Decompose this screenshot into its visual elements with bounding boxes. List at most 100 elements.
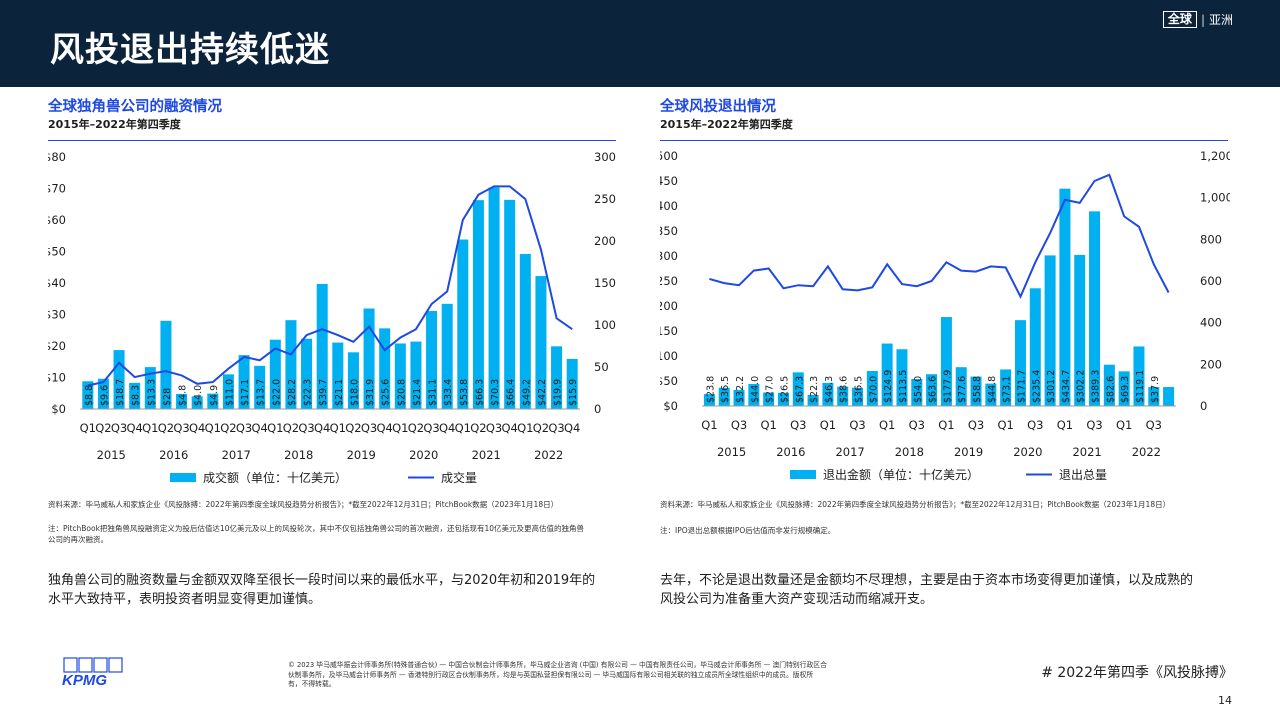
bar [777, 392, 789, 406]
data-label: $177.9 [942, 370, 953, 403]
data-label: $44.0 [750, 376, 761, 403]
x-tick-label: Q1 [938, 418, 954, 432]
data-label: $22.3 [809, 376, 820, 403]
year-label: 2016 [159, 448, 188, 462]
x-tick-label: Q3 [1027, 418, 1043, 432]
data-label: $31.1 [428, 379, 439, 406]
left-description: 独角兽公司的融资数量与金额双双降至很长一段时间以来的最低水平，与2020年初和2… [48, 571, 618, 609]
data-label: $36.5 [720, 376, 731, 403]
copyright-line: 伙制事务所，及毕马威会计师事务所 — 香港特别行政区合伙制事务所，均是与英国私营… [288, 670, 814, 679]
data-label: $171.7 [1016, 370, 1027, 403]
year-label: 2015 [717, 445, 746, 459]
bar [504, 199, 516, 409]
data-label: $434.7 [1061, 370, 1072, 403]
bar [1029, 288, 1041, 406]
legend-bar-swatch [790, 470, 816, 479]
x-tick-label: Q1 [267, 421, 283, 435]
bar [1163, 387, 1175, 406]
x-tick-label: Q2 [283, 421, 299, 435]
x-tick-label: Q4 [314, 421, 330, 435]
y-left-tick-label: $400 [660, 199, 678, 213]
bar [748, 384, 760, 406]
bar [97, 378, 109, 409]
data-label: $58.8 [972, 376, 983, 403]
bar [1014, 320, 1026, 406]
left-source: 资料来源：毕马威私人和家族企业《风投脉搏：2022年第四季度全球风投趋势分析报告… [48, 500, 559, 509]
x-tick-label: Q1 [701, 418, 717, 432]
bar [347, 352, 359, 409]
data-label: $113.5 [898, 370, 909, 403]
year-label: 2018 [895, 445, 924, 459]
data-label: $53.8 [459, 379, 470, 406]
bar [970, 376, 982, 406]
x-tick-label: Q3 [111, 421, 127, 435]
data-label: $23.8 [705, 376, 716, 403]
bar [441, 303, 453, 409]
data-label: $28 [162, 388, 173, 406]
chart-subtitle: 2015年–2022年第四季度 [48, 118, 181, 131]
bar [316, 283, 328, 409]
x-tick-label: Q1 [392, 421, 408, 435]
year-label: 2020 [409, 448, 438, 462]
page-title: 风投退出持续低迷 [50, 30, 330, 70]
y-left-tick-label: $300 [660, 249, 678, 263]
year-label: 2020 [1013, 445, 1042, 459]
bar [285, 320, 297, 409]
data-label: $19.9 [553, 379, 564, 406]
kpmg-logo: KPMG [62, 657, 123, 687]
bar [733, 389, 745, 406]
vc-exit-chart: $0 $50 $100 $150 $200 $250 $300 $350 $400 $450 $50… [660, 149, 1230, 482]
year-label: 2022 [1132, 445, 1161, 459]
data-label: $33.4 [443, 379, 454, 406]
logo-text: KPMG [62, 672, 107, 687]
data-label: $77.6 [957, 376, 968, 403]
region-tag: 全球 | 亚洲 [1162, 11, 1233, 28]
x-tick-label: Q1 [517, 421, 533, 435]
data-label: $22.0 [271, 379, 282, 406]
x-tick-label: Q2 [220, 421, 236, 435]
data-label: $38.6 [839, 376, 850, 403]
x-tick-label: Q1 [760, 418, 776, 432]
page-number: 14 [1218, 694, 1232, 707]
y-right-tick-label: 0 [1200, 399, 1207, 413]
bar [82, 381, 94, 409]
y-left-tick-label: $450 [660, 174, 678, 188]
data-label: $25.6 [381, 379, 392, 406]
data-label: $8.3 [131, 385, 142, 406]
right-description: 去年，不论是退出数量还是金额均不尽理想，主要是由于资本市场变得更加谨慎，以及成熟… [660, 571, 1230, 609]
bar [718, 387, 730, 406]
x-tick-label: Q2 [470, 421, 486, 435]
data-label: $27.0 [765, 376, 776, 403]
data-label: $26.5 [779, 376, 790, 403]
bar [238, 355, 250, 409]
y-left-tick-label: $50 [48, 245, 66, 259]
bar [926, 374, 938, 406]
y-left-tick-label: $80 [48, 150, 66, 164]
x-tick-label: Q3 [968, 418, 984, 432]
bar [1133, 346, 1145, 406]
description-line: 独角兽公司的融资数量与金额双双降至很长一段时间以来的最低水平，与2020年初和2… [48, 573, 596, 588]
data-label: $17.1 [240, 379, 251, 406]
data-label: $389.3 [1091, 370, 1102, 403]
data-label: $15.9 [568, 379, 579, 406]
bar [703, 394, 715, 406]
y-left-tick-label: $60 [48, 213, 66, 227]
y-right-tick-label: 100 [594, 318, 616, 332]
bar [426, 311, 438, 409]
data-label: $302.2 [1076, 370, 1087, 403]
data-label: $82.6 [1105, 376, 1116, 403]
legend-line-label: 退出总量 [1059, 468, 1107, 482]
bar [410, 341, 422, 409]
data-label: $18.0 [349, 379, 360, 406]
x-tick-label: Q3 [1086, 418, 1102, 432]
x-tick-label: Q3 [790, 418, 806, 432]
y-right-tick-label: 400 [1200, 316, 1222, 330]
bar [176, 393, 188, 409]
x-tick-label: Q1 [997, 418, 1013, 432]
year-label: 2021 [1072, 445, 1101, 459]
y-left-tick-label: $40 [48, 276, 66, 290]
copyright-line: © 2023 毕马威华振会计师事务所(特殊普通合伙) — 中国合伙制会计师事务所… [288, 661, 827, 669]
y-left-tick-label: $200 [660, 299, 678, 313]
bar [1059, 188, 1071, 406]
y-right-tick-label: 1,200 [1200, 149, 1230, 163]
